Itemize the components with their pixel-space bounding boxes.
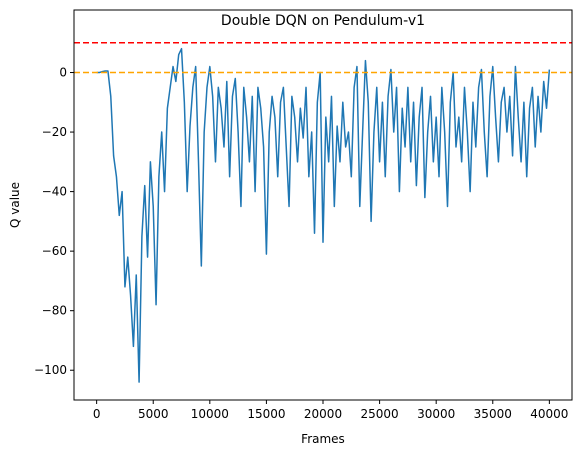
data-line (96, 47, 551, 383)
x-tick-label: 40000 (530, 407, 568, 421)
x-tick-label: 20000 (304, 407, 342, 421)
y-axis-label: Q value (8, 182, 22, 228)
y-tick-label: −100 (34, 363, 67, 377)
x-tick-label: 0 (93, 407, 101, 421)
plot-frame (73, 9, 573, 401)
y-tick-label: −80 (42, 304, 67, 318)
x-tick-label: 30000 (417, 407, 455, 421)
chart-title: Double DQN on Pendulum-v1 (221, 13, 425, 29)
y-tick-label: −20 (42, 125, 67, 139)
y-tick-label: −60 (42, 244, 67, 258)
x-tick-label: 15000 (247, 407, 285, 421)
x-tick-label: 35000 (474, 407, 512, 421)
y-tick-label: −40 (42, 185, 67, 199)
x-tick-label: 5000 (138, 407, 169, 421)
x-axis-label: Frames (301, 432, 345, 446)
x-tick-label: 10000 (191, 407, 229, 421)
y-tick-label: 0 (59, 66, 67, 80)
x-tick-label: 25000 (360, 407, 398, 421)
